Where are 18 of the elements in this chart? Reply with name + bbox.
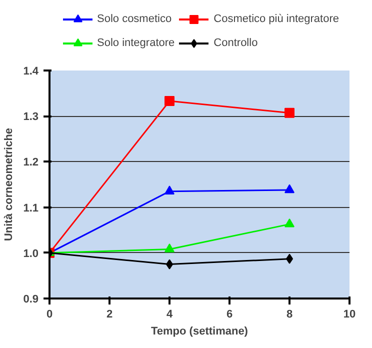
x-tick-label: 8 — [286, 308, 293, 320]
x-tick-label: 10 — [343, 308, 356, 320]
y-tick-label: 1.2 — [23, 156, 39, 169]
x-tick-label: 0 — [46, 308, 53, 320]
y-tick-label: 1.1 — [23, 202, 39, 214]
y-axis-title: Unità corneometriche — [3, 128, 16, 242]
legend-label: Solo integratore — [96, 37, 175, 49]
x-axis-title: Tempo (settimane) — [151, 326, 248, 338]
y-tick-label: 1.3 — [23, 111, 39, 124]
x-tick-label: 6 — [226, 308, 233, 320]
legend-label: Controllo — [214, 37, 258, 49]
y-tick-label: 1.0 — [23, 248, 39, 260]
legend-label: Cosmetico più integratore — [214, 13, 340, 25]
y-tick-label: 1.4 — [23, 66, 40, 78]
x-tick-label: 2 — [106, 308, 113, 320]
legend-label: Solo cosmetico — [96, 13, 172, 25]
x-tick-label: 4 — [166, 308, 174, 320]
y-tick-label: 0.9 — [23, 294, 39, 306]
